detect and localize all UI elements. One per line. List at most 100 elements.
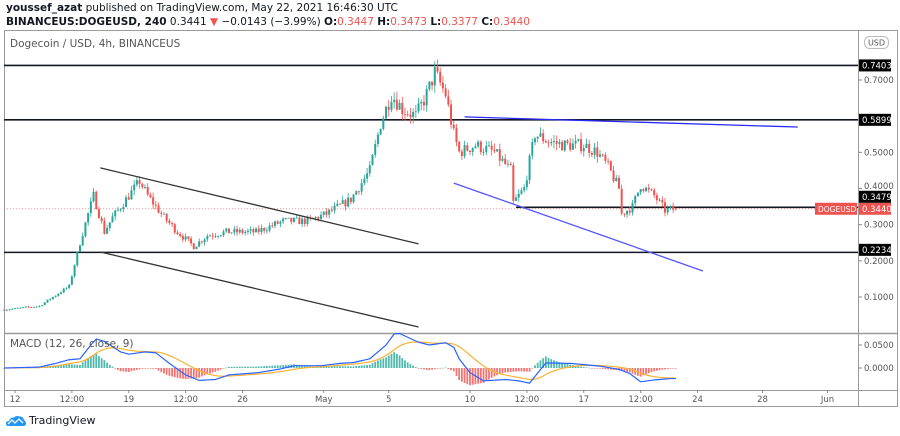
macd-histogram-bar bbox=[531, 368, 534, 369]
macd-histogram-bar bbox=[330, 366, 333, 368]
candle-body bbox=[41, 305, 44, 306]
candle-body bbox=[241, 229, 244, 233]
candle-body bbox=[401, 103, 404, 115]
time-tick-label: May bbox=[315, 395, 333, 405]
candle-body bbox=[100, 217, 103, 222]
macd-histogram-bar bbox=[444, 367, 447, 369]
macd-histogram-bar bbox=[236, 366, 238, 368]
time-tick-label: 5 bbox=[386, 395, 391, 405]
candle-body bbox=[138, 180, 141, 184]
macd-histogram-bar bbox=[187, 368, 190, 379]
candle-body bbox=[385, 106, 388, 119]
macd-histogram-bar bbox=[70, 364, 73, 368]
tradingview-logo[interactable]: TradingView bbox=[6, 414, 95, 427]
macd-histogram-bar bbox=[230, 366, 233, 368]
price-tick-label: 0.7000 bbox=[864, 76, 894, 86]
candle-body bbox=[152, 197, 155, 205]
candle-body bbox=[599, 154, 601, 157]
candle-body bbox=[95, 191, 98, 210]
triangle-down-icon: ▼ bbox=[210, 16, 219, 28]
candle-body bbox=[301, 218, 304, 225]
candle-body bbox=[585, 143, 588, 149]
macd-histogram-bar bbox=[585, 367, 588, 369]
macd-histogram-bar bbox=[539, 360, 542, 368]
macd-histogram-bar bbox=[650, 368, 653, 373]
macd-histogram-bar bbox=[366, 365, 368, 368]
macd-histogram-bar bbox=[62, 364, 65, 368]
candle-body bbox=[469, 150, 471, 153]
candle-body bbox=[379, 128, 382, 135]
macd-histogram-bar bbox=[228, 366, 230, 368]
trendline[interactable] bbox=[100, 167, 419, 245]
macd-histogram-bar bbox=[558, 362, 561, 368]
candle-body bbox=[333, 205, 336, 211]
macd-histogram-bar bbox=[414, 367, 417, 368]
candle-body bbox=[664, 202, 666, 213]
candle-body bbox=[612, 170, 615, 182]
macd-histogram-bar bbox=[298, 365, 301, 368]
time-tick-label: 10 bbox=[465, 395, 476, 405]
macd-histogram-bar bbox=[574, 365, 577, 368]
time-tick-label: 19 bbox=[123, 395, 134, 405]
macd-histogram-bar bbox=[76, 364, 79, 368]
candle-body bbox=[176, 232, 179, 235]
macd-histogram-bar bbox=[450, 368, 452, 371]
macd-title: MACD (12, 26, close, 9) bbox=[10, 338, 133, 350]
candle-body bbox=[146, 187, 149, 195]
symbol: BINANCEUS:DOGEUSD, 240 bbox=[6, 16, 167, 28]
candle-body bbox=[431, 81, 434, 86]
macd-histogram-bar bbox=[515, 368, 517, 372]
macd-histogram-bar bbox=[352, 366, 355, 368]
macd-histogram-bar bbox=[214, 368, 217, 372]
trendline[interactable] bbox=[100, 251, 419, 328]
candle-body bbox=[639, 189, 642, 193]
macd-histogram-bar bbox=[163, 368, 165, 374]
candle-body bbox=[409, 114, 412, 118]
candle-body bbox=[506, 163, 509, 165]
macd-histogram-bar bbox=[301, 365, 303, 368]
candle-body bbox=[366, 173, 369, 179]
trendline[interactable] bbox=[464, 116, 798, 128]
symbol-tag-label: DOGEUSD bbox=[818, 205, 856, 214]
macd-histogram-bar bbox=[54, 365, 57, 368]
candle-body bbox=[455, 128, 458, 142]
candle-body bbox=[374, 143, 377, 155]
macd-histogram-bar bbox=[271, 365, 274, 368]
candle-body bbox=[523, 187, 526, 191]
currency-button[interactable]: USD bbox=[864, 36, 889, 49]
candle-body bbox=[634, 196, 637, 204]
candle-body bbox=[395, 99, 398, 110]
candle-body bbox=[349, 197, 352, 203]
macd-histogram-bar bbox=[295, 364, 298, 368]
macd-histogram-bar bbox=[566, 364, 569, 368]
candle-body bbox=[339, 203, 341, 205]
macd-histogram-bar bbox=[412, 365, 415, 368]
publisher-name[interactable]: youssef_azat bbox=[6, 2, 83, 14]
macd-histogram-bar bbox=[257, 366, 260, 368]
brand-name: TradingView bbox=[29, 414, 96, 427]
macd-histogram-bar bbox=[130, 368, 133, 372]
macd-histogram-bar bbox=[255, 366, 257, 368]
trendline[interactable] bbox=[453, 182, 704, 272]
macd-histogram-bar bbox=[344, 366, 347, 368]
candle-body bbox=[642, 189, 645, 191]
candle-body bbox=[569, 142, 572, 150]
macd-histogram-bar bbox=[249, 366, 252, 368]
macd-histogram-bar bbox=[577, 366, 580, 368]
candle-body bbox=[322, 211, 325, 215]
candle-body bbox=[555, 141, 558, 144]
candle-body bbox=[387, 106, 390, 110]
macd-histogram-bar bbox=[393, 352, 396, 368]
macd-histogram-bar bbox=[555, 361, 558, 368]
candle-body bbox=[501, 158, 504, 161]
candle-body bbox=[341, 200, 344, 204]
candle-body bbox=[246, 230, 249, 232]
macd-histogram-bar bbox=[377, 360, 379, 368]
currency-label: USD bbox=[868, 39, 885, 48]
candle-body bbox=[279, 221, 282, 224]
macd-histogram-bar bbox=[92, 354, 95, 368]
candle-body bbox=[287, 217, 290, 219]
candle-body bbox=[601, 154, 604, 156]
macd-histogram-bar bbox=[65, 364, 68, 368]
